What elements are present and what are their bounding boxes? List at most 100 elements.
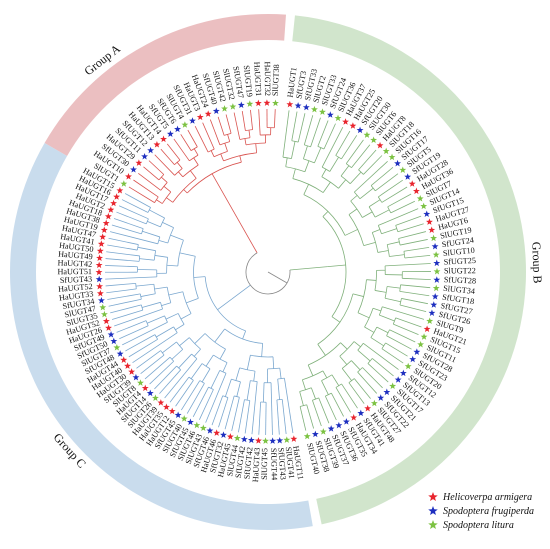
species-marker-star-icon: [342, 118, 349, 125]
species-marker-star-icon: [130, 166, 137, 173]
species-marker-star-icon: [107, 331, 115, 338]
group-b-band: [292, 15, 526, 525]
leaf-label: SlUGT45: [260, 448, 269, 480]
species-marker-star-icon: [394, 376, 402, 383]
species-marker-star-icon: [113, 193, 121, 200]
species-marker-star-icon: [135, 159, 143, 166]
leaf-label: HaUGT1: [286, 67, 299, 98]
species-marker-star-icon: [100, 310, 108, 318]
species-marker-star-icon: [110, 337, 118, 345]
species-marker-star-icon: [430, 234, 438, 242]
species-marker-star-icon: [206, 427, 214, 434]
species-marker-star-icon: [96, 282, 104, 290]
species-marker-star-icon: [431, 242, 439, 250]
species-marker-star-icon: [137, 379, 144, 386]
species-marker-star-icon: [383, 388, 391, 396]
legend-sf-label: Spodoptera frugiperda: [443, 506, 534, 517]
species-marker-star-icon: [364, 404, 372, 412]
tree-branches: [104, 109, 432, 435]
species-marker-star-icon: [110, 199, 118, 207]
species-marker-star-icon: [420, 333, 428, 340]
species-marker-star-icon: [212, 107, 220, 115]
species-marker-star-icon: [147, 146, 155, 154]
species-marker-star-icon: [294, 102, 302, 109]
species-marker-star-icon: [163, 403, 170, 410]
species-marker-star-icon: [382, 147, 390, 155]
leaf-label: HaUGT32: [263, 61, 272, 96]
species-marker-star-icon: [286, 100, 294, 108]
species-marker-star-icon: [404, 173, 412, 180]
group-b-label: Group B: [529, 242, 544, 284]
species-marker-star-icon: [226, 433, 234, 440]
species-marker-star-icon: [416, 195, 424, 202]
species-marker-star-icon: [432, 251, 440, 258]
species-marker-star-icon: [433, 267, 441, 275]
leaf-label: SlUGT38: [271, 64, 281, 96]
species-marker-star-icon: [420, 202, 428, 210]
species-marker-star-icon: [174, 125, 181, 133]
species-marker-star-icon: [96, 247, 104, 254]
species-marker-star-icon: [376, 141, 384, 149]
species-marker-star-icon: [356, 126, 364, 134]
species-marker-star-icon: [102, 219, 110, 227]
species-marker-star-icon: [326, 111, 334, 118]
group-bands: [10, 14, 526, 530]
group-a-clade: [128, 109, 276, 254]
species-marker-star-icon: [412, 187, 420, 195]
species-marker-star-icon: [247, 436, 255, 444]
group-c-band: [10, 143, 313, 530]
leaf-label: HaUGT49: [58, 250, 93, 262]
species-marker-star-icon: [104, 212, 112, 220]
species-marker-star-icon: [404, 362, 412, 370]
species-marker-star-icon: [303, 432, 311, 440]
species-marker-star-icon: [433, 276, 441, 283]
species-marker-star-icon: [399, 369, 407, 377]
legend-sl-label: Spodoptera litura: [443, 520, 514, 531]
species-marker-star-icon: [124, 362, 131, 369]
species-marker-star-icon: [319, 108, 326, 115]
leaf-label: HaUGT43: [251, 447, 262, 482]
leaf-label: SfUGT43: [276, 447, 287, 480]
species-marker-star-icon: [433, 259, 441, 267]
species-marker-star-icon: [220, 431, 227, 438]
species-marker-star-icon: [97, 240, 105, 247]
species-marker-star-icon: [335, 421, 343, 429]
species-marker-star-icon: [254, 99, 262, 107]
species-marker-star-icon: [168, 407, 176, 415]
leaf-label: HaUGT33: [58, 289, 93, 302]
group-c-clade: [104, 193, 294, 435]
species-marker-star-icon: [413, 348, 421, 355]
species-marker-star-icon: [120, 356, 128, 363]
root-node: [245, 252, 291, 295]
species-marker-star-icon: [105, 324, 112, 331]
leaf-label: HaUGT42: [57, 258, 92, 268]
species-marker-star-icon: [204, 110, 212, 117]
species-marker-star-icon: [199, 424, 207, 432]
species-marker-star-icon: [166, 130, 174, 137]
species-marker-star-icon: [334, 114, 342, 122]
species-marker-star-icon: [394, 159, 401, 167]
species-marker-star-icon: [426, 317, 434, 325]
leaf-label: SlUGT19: [242, 65, 254, 98]
species-marker-star-icon: [193, 421, 201, 429]
species-marker-star-icon: [370, 399, 378, 407]
species-marker-star-icon: [196, 113, 204, 121]
species-marker-star-icon: [120, 180, 128, 187]
species-marker-star-icon: [98, 296, 105, 304]
leaf-label: SlUGT41: [284, 446, 296, 479]
species-marker-star-icon: [128, 368, 136, 375]
species-marker-star-icon: [431, 293, 439, 300]
group-b-clade: [282, 110, 432, 431]
legend-sf-star-icon: [428, 506, 438, 516]
species-marker-star-icon: [180, 415, 188, 422]
leaf-label: SfUGT28: [444, 275, 477, 286]
species-marker-star-icon: [428, 226, 436, 233]
species-marker-star-icon: [95, 261, 103, 269]
leaf-label: HaUGT50: [59, 241, 94, 254]
species-marker-star-icon: [125, 173, 132, 180]
species-marker-star-icon: [350, 414, 358, 421]
species-marker-star-icon: [246, 100, 254, 107]
species-marker-star-icon: [116, 186, 124, 194]
species-marker-star-icon: [132, 373, 140, 381]
